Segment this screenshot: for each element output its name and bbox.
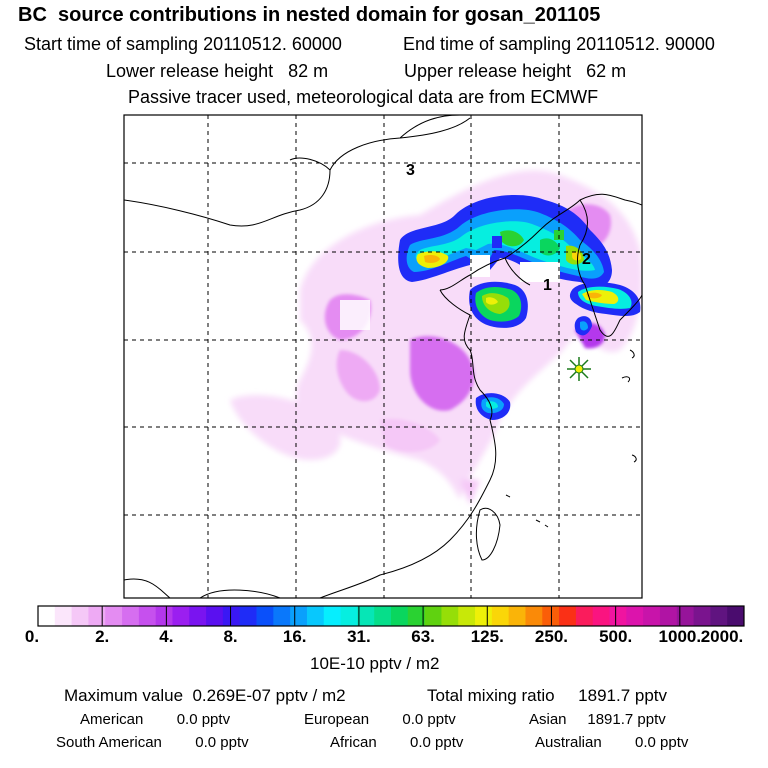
- asian-contribution: Asian 1891.7 pptv: [529, 711, 666, 728]
- colorbar-tick-label: 2.: [95, 627, 110, 646]
- colorbar-cell: [525, 606, 543, 626]
- colorbar-cell: [71, 606, 89, 626]
- colorbar-cell: [38, 606, 56, 626]
- tracer-note: Passive tracer used, meteorological data…: [128, 87, 599, 107]
- region-label-3: 3: [406, 162, 415, 179]
- start-time-label: Start time of sampling 20110512. 60000: [24, 34, 342, 54]
- maximum-value-label: Maximum value 0.269E-07 pptv / m2: [64, 686, 346, 705]
- colorbar-cell: [256, 606, 274, 626]
- colorbar-cell: [424, 606, 442, 626]
- colorbar-cell: [710, 606, 728, 626]
- colorbar-tick-label: 31.: [347, 627, 371, 646]
- lower-release-label: Lower release height 82 m: [106, 61, 329, 81]
- colorbar-cell: [559, 606, 577, 626]
- colorbar-cell: [659, 606, 678, 626]
- colorbar-tick-label: 0.: [24, 627, 40, 646]
- masked-cell: [340, 300, 370, 330]
- colorbar-cell: [609, 606, 627, 626]
- colorbar-unit-label: 10E-10 pptv / m2: [310, 654, 440, 673]
- plot-title: BC source contributions in nested domain…: [18, 4, 601, 26]
- colorbar-cell: [441, 606, 459, 626]
- colorbar-cell: [575, 606, 594, 626]
- south-american-contribution: South American 0.0 pptv: [56, 734, 249, 751]
- receptor-star-icon: [567, 357, 591, 381]
- colorbar-cell: [189, 606, 207, 626]
- colorbar-cell: [155, 606, 173, 626]
- colorbar-cell: [508, 606, 526, 626]
- plume-korea: [569, 282, 641, 336]
- concentration-field: [230, 170, 642, 505]
- colorbar-tick-label: 2000.: [700, 627, 744, 646]
- colorbar-cell: [676, 606, 694, 626]
- colorbar-cell: [592, 606, 610, 626]
- colorbar-cell: [222, 606, 241, 626]
- colorbar-cell: [273, 606, 291, 626]
- colorbar-cell: [290, 606, 308, 626]
- masked-cell: [520, 262, 560, 282]
- total-mixing-ratio-label: Total mixing ratio 1891.7 pptv: [427, 686, 668, 705]
- colorbar-cell: [391, 606, 409, 626]
- lat-lon-grid: [124, 115, 642, 598]
- colorbar-cell: [105, 606, 123, 626]
- colorbar-cell: [306, 606, 325, 626]
- european-contribution: European 0.0 pptv: [304, 711, 456, 728]
- colorbar-cell: [54, 606, 73, 626]
- region-label-1: 1: [543, 277, 552, 294]
- colorbar-cell: [643, 606, 661, 626]
- colorbar-cell: [340, 606, 358, 626]
- colorbar-cell: [475, 606, 493, 626]
- colorbar-cell: [542, 606, 560, 626]
- australian-contribution: Australian 0.0 pptv: [535, 734, 689, 751]
- plume-shanghai: [475, 393, 511, 420]
- colorbar-cell: [407, 606, 426, 626]
- colorbar-tick-label: 125.: [470, 627, 504, 646]
- colorbar-cell: [122, 606, 140, 626]
- colorbar: [37, 605, 745, 627]
- upper-release-label: Upper release height 62 m: [404, 61, 627, 81]
- map-frame: [123, 114, 643, 599]
- american-contribution: American 0.0 pptv: [80, 711, 231, 728]
- colorbar-cell: [239, 606, 257, 626]
- region-label-2: 2: [582, 251, 591, 268]
- colorbar-tick-label: 4.: [159, 627, 174, 646]
- colorbar-cell: [491, 606, 510, 626]
- colorbar-cell: [323, 606, 341, 626]
- coastlines: [124, 115, 642, 598]
- plume-shandong: [469, 281, 528, 328]
- colorbar-cell: [88, 606, 106, 626]
- end-time-label: End time of sampling 20110512. 90000: [403, 34, 715, 54]
- colorbar-cells: [38, 606, 745, 626]
- colorbar-tick-label: 250.: [534, 627, 568, 646]
- colorbar-cell: [172, 606, 190, 626]
- colorbar-cell: [357, 606, 375, 626]
- colorbar-tick-label: 63.: [411, 627, 435, 646]
- african-contribution: African 0.0 pptv: [330, 734, 464, 751]
- colorbar-cell: [458, 606, 476, 626]
- colorbar-cell: [626, 606, 644, 626]
- colorbar-tick-label: 500.: [599, 627, 633, 646]
- colorbar-tick-label: 16.: [282, 627, 307, 646]
- colorbar-cell: [727, 606, 745, 626]
- colorbar-cell: [138, 606, 157, 626]
- colorbar-tick-label: 1000.: [658, 627, 702, 646]
- colorbar-frame: [37, 605, 745, 627]
- colorbar-tick-label: 8.: [223, 627, 238, 646]
- colorbar-cell: [206, 606, 224, 626]
- source-contribution-map: 3 2 1: [123, 114, 643, 599]
- colorbar-cell: [374, 606, 392, 626]
- colorbar-cell: [693, 606, 711, 626]
